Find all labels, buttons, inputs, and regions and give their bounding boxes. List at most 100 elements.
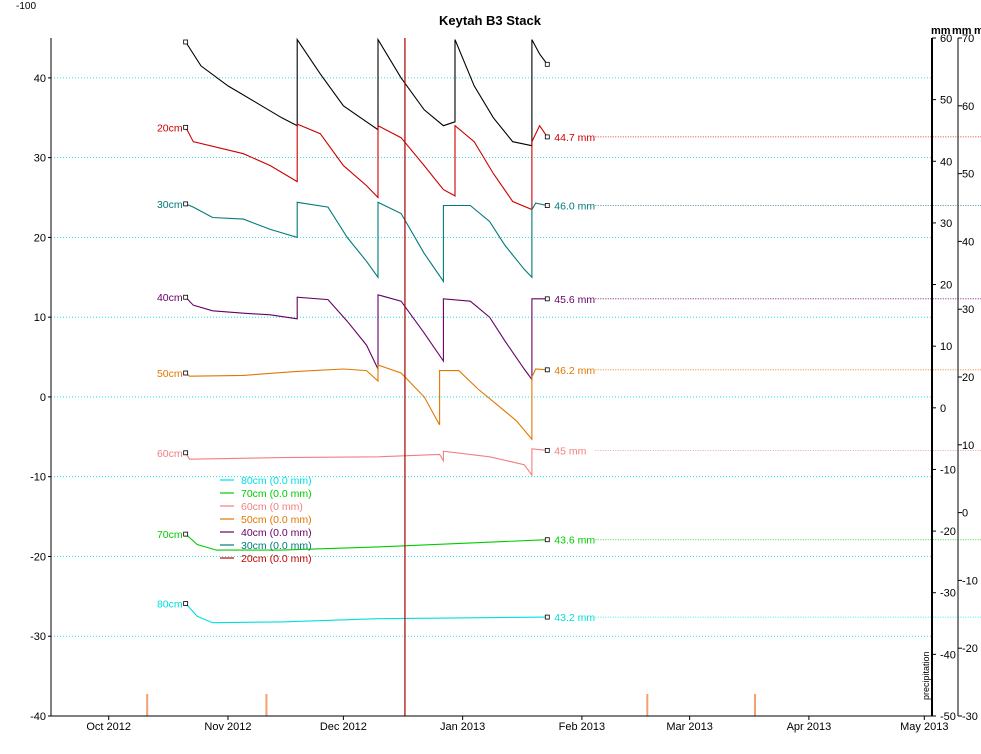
right-axis-unit: mm: [931, 25, 951, 37]
series-label: 30cm: [157, 199, 183, 211]
x-tick-label: Dec 2012: [320, 721, 367, 733]
series-label: 20cm: [157, 122, 183, 134]
series-end-label: 43.6 mm: [554, 535, 595, 547]
data-point-marker: [183, 450, 189, 456]
data-point-marker: [544, 134, 550, 140]
data-point-marker: [183, 531, 189, 537]
rain-bars: [146, 694, 757, 716]
series-end-label: 44.7 mm: [554, 132, 595, 144]
right-axis-2-label: 60: [962, 101, 974, 113]
right-axis-2-label: 10: [962, 440, 974, 452]
data-point-marker: [183, 39, 189, 45]
series-label: 50cm: [157, 368, 183, 380]
x-axis: Oct 2012 Nov 2012 Dec 2012 Jan 2013 Feb 2013…: [86, 716, 948, 733]
right-axis-unit: mm: [952, 25, 972, 37]
data-point-marker: [544, 61, 550, 67]
legend-entry: 70cm (0.0 mm): [241, 488, 312, 500]
reference-lines: [595, 136, 981, 618]
series-end-label: 46.2 mm: [554, 365, 595, 377]
series-line: [185, 123, 548, 211]
right-axis-2-label: -10: [962, 575, 978, 587]
legend-entry: 40cm (0.0 mm): [241, 527, 312, 539]
rain-bar: [146, 694, 149, 716]
series-layer: [183, 37, 550, 624]
right-axis-1-label: -50: [940, 711, 956, 723]
rain-bar: [646, 694, 649, 716]
series-labels: 20cm 44.7 mm 30cm 46.0 mm 40cm 45.6 mm 50cm 46.…: [157, 122, 595, 624]
right-axis-2-label: 50: [962, 169, 974, 181]
x-tick-label: Feb 2013: [559, 721, 605, 733]
series-line: [185, 603, 548, 624]
series-label: 80cm: [157, 599, 183, 611]
y-tick-label: -20: [30, 551, 46, 563]
series-line: [185, 294, 548, 382]
legend: 80cm (0.0 mm)70cm (0.0 mm)60cm (0 mm)50c…: [220, 475, 312, 565]
data-point-marker: [183, 370, 189, 376]
series-end-label: 45.6 mm: [554, 294, 595, 306]
right-axis-2-label: 0: [962, 508, 968, 520]
x-tick-label: Jan 2013: [440, 721, 485, 733]
corner-label: -100: [16, 1, 36, 12]
right-axis-1-label: 60: [940, 33, 952, 45]
rain-bar: [265, 694, 268, 716]
y-tick-label: 10: [34, 312, 46, 324]
right-y-axes: -50 -40 -30 -20 -10 0 10 20 30 40 50 60 -30 -20 -10 0 10…: [921, 25, 981, 723]
y-tick-label: -10: [30, 472, 46, 484]
x-tick-label: May 2013: [900, 721, 948, 733]
data-point-marker: [544, 367, 550, 373]
data-point-marker: [183, 294, 189, 300]
right-axis-1-label: -30: [940, 588, 956, 600]
series-end-label: 43.2 mm: [554, 612, 595, 624]
right-axis-1-label: 30: [940, 218, 952, 230]
right-axis-unit: m: [974, 25, 981, 37]
x-tick-label: Apr 2013: [787, 721, 832, 733]
right-axis-2-label: 70: [962, 33, 974, 45]
rain-bar: [754, 694, 757, 716]
right-axis-2-label: 30: [962, 304, 974, 316]
series-line: [185, 364, 548, 441]
data-point-marker: [183, 124, 189, 130]
series-line: [185, 533, 548, 551]
right-axis-1-label: -20: [940, 526, 956, 538]
chart-title: Keytah B3 Stack: [439, 13, 542, 28]
right-axis-1-label: 20: [940, 280, 952, 292]
legend-entry: 20cm (0.0 mm): [241, 553, 312, 565]
right-axis-1-label: 0: [940, 403, 946, 415]
series-line: [185, 37, 548, 147]
x-tick-label: Nov 2012: [204, 721, 251, 733]
data-point-marker: [544, 203, 550, 208]
series-end-label: 46.0 mm: [554, 201, 595, 213]
x-tick-label: Mar 2013: [666, 721, 712, 733]
y-tick-label: -30: [30, 631, 46, 643]
series-end-label: 45 mm: [554, 445, 586, 457]
series-label: 40cm: [157, 292, 183, 304]
legend-entry: 60cm (0 mm): [241, 501, 303, 513]
right-axis-1-label: -10: [940, 464, 956, 476]
precipitation-axis-label: precipitation: [921, 651, 931, 700]
left-y-axis: -40 -30 -20 -10 0 10 20 30 40: [30, 73, 51, 723]
right-axis-1-label: 10: [940, 341, 952, 353]
series-label: 60cm: [157, 448, 183, 460]
data-point-marker: [544, 614, 550, 620]
data-point-marker: [544, 537, 550, 543]
right-axis-2-label: 20: [962, 372, 974, 384]
right-axis-1-label: 50: [940, 95, 952, 107]
y-tick-label: -40: [30, 711, 46, 723]
x-tick-label: Oct 2012: [86, 721, 131, 733]
y-tick-label: 0: [40, 392, 46, 404]
data-point-marker: [183, 601, 189, 606]
right-axis-2-label: -20: [962, 643, 978, 655]
data-point-marker: [544, 447, 550, 453]
data-point-marker: [183, 201, 189, 207]
right-axis-2-label: 40: [962, 236, 974, 248]
right-axis-1-label: -40: [940, 649, 956, 661]
data-point-marker: [544, 296, 550, 302]
series-line: [185, 201, 548, 284]
legend-entry: 30cm (0.0 mm): [241, 540, 312, 552]
right-axis-2-label: -30: [962, 711, 978, 723]
y-tick-label: 30: [34, 153, 46, 165]
right-axis-1-label: 40: [940, 156, 952, 168]
legend-entry: 50cm (0.0 mm): [241, 514, 312, 526]
legend-entry: 80cm (0.0 mm): [241, 475, 312, 487]
